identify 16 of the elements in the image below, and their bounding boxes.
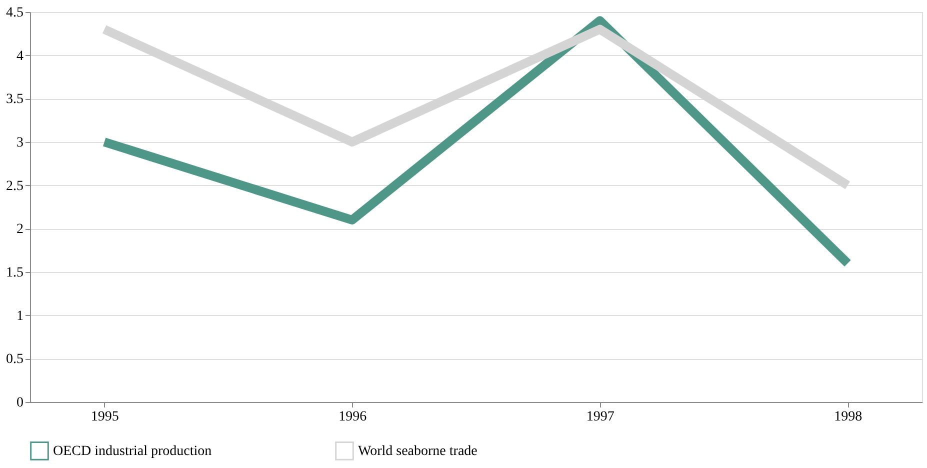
y-tick-label: 4.5 bbox=[6, 6, 24, 20]
x-tick-label: 1998 bbox=[834, 410, 862, 424]
x-tick-label: 1997 bbox=[586, 410, 614, 424]
y-tick-label: 4 bbox=[16, 48, 24, 64]
x-tick-label: 1995 bbox=[90, 410, 119, 424]
y-tick-label: 0.5 bbox=[6, 352, 24, 368]
y-tick-label: 1.5 bbox=[6, 266, 24, 280]
y-tick-label: 1 bbox=[16, 308, 24, 324]
legend-label: OECD industrial production bbox=[53, 444, 212, 459]
legend-label: World seaborne trade bbox=[358, 444, 478, 459]
y-tick-label: 3.5 bbox=[6, 92, 24, 108]
y-tick-label: 3 bbox=[16, 136, 24, 150]
x-tick-label: 1996 bbox=[338, 410, 367, 424]
y-tick-label: 2 bbox=[16, 222, 24, 238]
y-tick-label: 2.5 bbox=[6, 178, 24, 194]
y-tick-label: 0 bbox=[16, 396, 24, 410]
